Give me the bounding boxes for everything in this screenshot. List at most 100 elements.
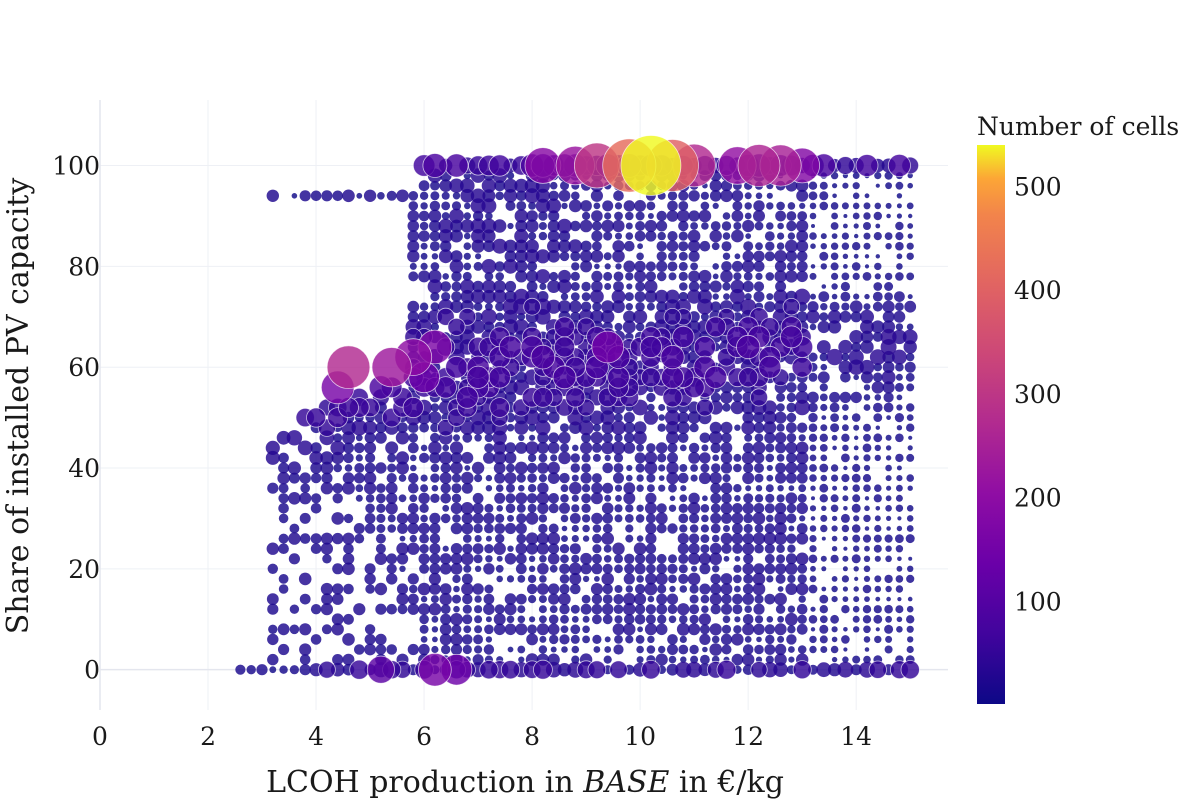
data-point (570, 220, 581, 232)
data-point (732, 312, 743, 322)
data-point (841, 524, 850, 533)
data-point (331, 451, 344, 465)
data-point (496, 575, 504, 583)
data-point (863, 625, 871, 634)
data-point (830, 554, 839, 563)
data-point (777, 635, 785, 643)
data-point (602, 523, 613, 534)
data-point (667, 442, 678, 453)
data-point (732, 301, 743, 313)
data-point (736, 334, 761, 360)
data-point (721, 241, 732, 252)
data-point (843, 214, 848, 218)
data-point (493, 613, 506, 626)
data-point (429, 543, 441, 555)
data-point (874, 555, 881, 562)
data-point (516, 503, 526, 513)
data-point (492, 289, 507, 304)
data-point (442, 504, 450, 512)
data-point (863, 655, 871, 664)
data-point (667, 644, 678, 655)
data-point (842, 485, 849, 491)
data-point (548, 503, 559, 514)
data-point (810, 264, 816, 269)
data-point (646, 484, 655, 493)
data-point (538, 211, 548, 221)
data-point (895, 302, 904, 312)
data-point (462, 604, 472, 614)
data-point (656, 220, 668, 232)
data-point (625, 524, 634, 533)
data-point (524, 147, 562, 184)
data-point (796, 250, 808, 262)
data-point (850, 664, 862, 676)
data-point (538, 523, 548, 534)
data-point (819, 383, 828, 392)
data-point (852, 615, 860, 623)
data-point (488, 366, 511, 389)
data-point (896, 465, 902, 471)
data-point (775, 604, 786, 614)
data-point (841, 302, 850, 311)
data-point (667, 634, 678, 645)
data-point (687, 572, 701, 586)
data-point (852, 242, 861, 251)
data-point (774, 512, 787, 525)
data-point (614, 585, 623, 593)
data-point (525, 219, 539, 233)
data-point (343, 613, 354, 625)
data-point (874, 394, 882, 401)
data-point (602, 603, 614, 615)
data-point (863, 394, 871, 401)
data-point (342, 633, 355, 646)
data-point (547, 280, 561, 293)
data-point (796, 623, 808, 635)
data-point (624, 240, 635, 252)
data-point (721, 543, 732, 554)
data-point (560, 514, 569, 523)
data-point (320, 603, 333, 616)
data-point (410, 454, 417, 462)
data-point (439, 623, 452, 636)
data-point (689, 594, 699, 604)
data-point (506, 575, 515, 583)
data-point (853, 253, 859, 259)
data-point (753, 250, 765, 262)
data-point (743, 272, 753, 281)
data-point (428, 572, 441, 586)
data-point (722, 474, 731, 483)
data-point (407, 300, 420, 313)
data-point (419, 533, 429, 544)
data-point (658, 404, 666, 411)
data-point (908, 556, 913, 561)
data-point (447, 317, 466, 336)
data-point (485, 302, 493, 311)
data-point (894, 413, 905, 423)
data-point (787, 202, 796, 210)
data-point (753, 422, 765, 434)
data-point (430, 292, 440, 302)
data-point (580, 301, 592, 312)
data-point (515, 220, 528, 232)
data-point (289, 523, 300, 534)
data-point (853, 596, 860, 603)
data-point (592, 453, 601, 462)
data-point (744, 212, 752, 220)
data-point (451, 201, 462, 211)
data-point (864, 505, 870, 512)
data-point (656, 523, 667, 534)
data-point (830, 262, 839, 271)
data-point (731, 653, 744, 666)
data-point (609, 660, 628, 679)
data-point (374, 582, 388, 596)
data-point (765, 493, 775, 503)
data-point (365, 494, 375, 503)
data-point (483, 593, 495, 605)
data-point (880, 328, 897, 345)
data-point (809, 323, 817, 331)
data-point (752, 532, 766, 545)
data-point (720, 502, 733, 515)
data-point (582, 524, 590, 533)
data-point (907, 294, 913, 300)
data-point (831, 233, 838, 240)
